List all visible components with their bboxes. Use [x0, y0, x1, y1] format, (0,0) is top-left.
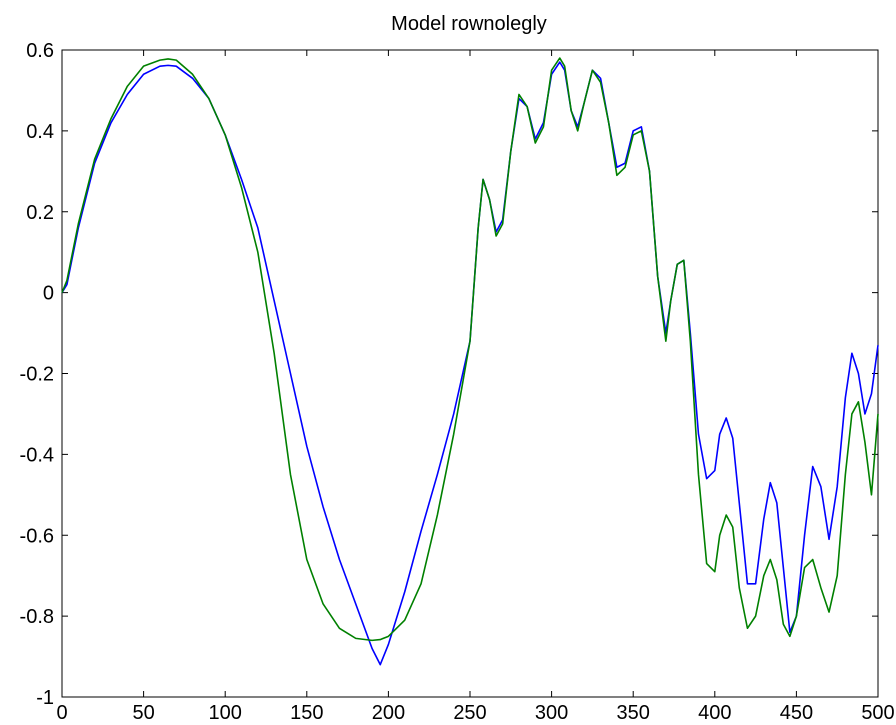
y-tick-label: 0.6 — [26, 40, 54, 62]
series-line-2 — [61, 57, 879, 642]
y-tick-label: 0 — [43, 283, 54, 305]
x-tick-label: 50 — [132, 702, 154, 724]
plot-area — [61, 49, 879, 698]
x-axis-tick-labels: 0 50 100 150 200 250 300 350 400 450 500 — [56, 702, 894, 724]
x-tick-label: 500 — [861, 702, 894, 724]
y-tick-label: -0.8 — [20, 606, 54, 628]
series-layer — [61, 57, 879, 666]
x-tick-label: 0 — [56, 702, 67, 724]
y-tick-label: -1 — [36, 687, 54, 709]
y-tick-label: -0.4 — [20, 444, 54, 466]
chart-title: Model rownolegly — [391, 13, 547, 35]
axis-ticks — [61, 49, 879, 698]
y-tick-label: 0.2 — [26, 202, 54, 224]
y-tick-label: -0.2 — [20, 364, 54, 386]
y-tick-label: 0.4 — [26, 121, 54, 143]
x-tick-label: 350 — [617, 702, 650, 724]
y-axis-tick-labels: -1 -0.8 -0.6 -0.4 -0.2 0 0.2 0.4 0.6 — [20, 40, 54, 709]
x-tick-label: 400 — [698, 702, 731, 724]
x-tick-label: 250 — [453, 702, 486, 724]
x-tick-label: 100 — [209, 702, 242, 724]
x-tick-label: 300 — [535, 702, 568, 724]
x-tick-label: 200 — [372, 702, 405, 724]
y-tick-label: -0.6 — [20, 525, 54, 547]
x-tick-label: 450 — [780, 702, 813, 724]
x-tick-label: 150 — [290, 702, 323, 724]
